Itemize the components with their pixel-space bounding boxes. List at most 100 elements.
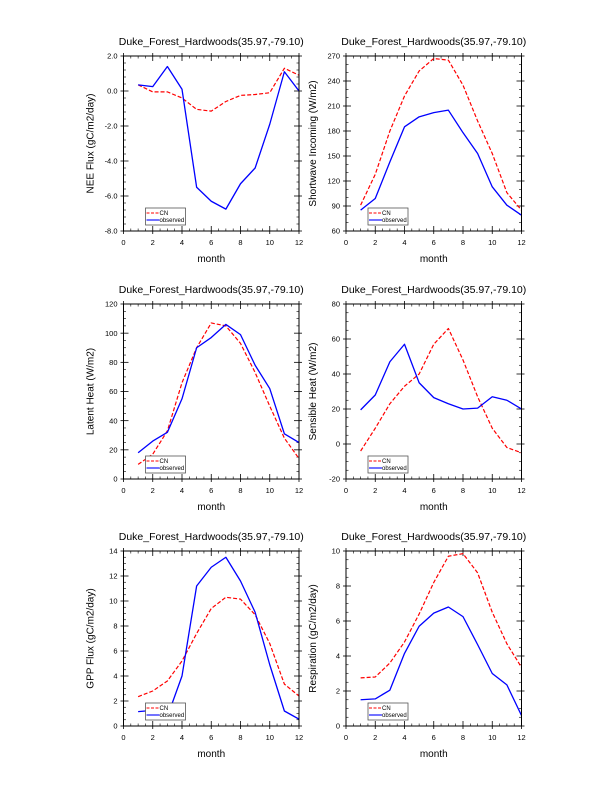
y-tick-label: 60 — [332, 335, 340, 344]
x-tick-label: 0 — [344, 238, 348, 247]
y-tick-label: 14 — [109, 547, 117, 556]
legend-label: observed — [382, 218, 407, 224]
y-tick-label: 80 — [332, 300, 340, 309]
chart-title: Duke_Forest_Hardwoods(35.97,-79.10) — [119, 36, 304, 48]
chart-title: Duke_Forest_Hardwoods(35.97,-79.10) — [119, 531, 304, 543]
x-tick-label: 6 — [209, 733, 213, 742]
legend-box — [145, 207, 186, 226]
series-line-cn — [360, 57, 522, 211]
x-tick-label: 0 — [121, 486, 125, 495]
x-axis-label: month — [197, 502, 225, 513]
series-line-observed — [138, 556, 299, 720]
y-tick-label: 40 — [332, 370, 340, 379]
y-tick-label: 60 — [332, 227, 340, 236]
y-axis-label: Sensible Heat (W/m2) — [308, 343, 319, 441]
x-tick-label: 8 — [238, 733, 242, 742]
x-tick-label: 2 — [151, 238, 155, 247]
y-tick-label: 0 — [113, 722, 117, 731]
y-tick-label: -20 — [329, 475, 340, 484]
legend-label: CN — [160, 706, 169, 712]
x-tick-label: 12 — [517, 486, 525, 495]
chart-title: Duke_Forest_Hardwoods(35.97,-79.10) — [341, 36, 526, 48]
y-tick-label: 90 — [332, 202, 340, 211]
y-tick-label: 60 — [109, 387, 117, 396]
y-axis-label: Latent Heat (W/m2) — [86, 348, 97, 435]
panel-5: Duke_Forest_Hardwoods(35.97,-79.10) 0 2 4 6 8… — [86, 531, 304, 760]
x-tick-label: 4 — [180, 238, 184, 247]
x-tick-label: 2 — [151, 733, 155, 742]
plot-frame — [345, 550, 522, 727]
x-tick-label: 10 — [266, 486, 274, 495]
y-tick-label: 150 — [327, 152, 340, 161]
y-tick-label: 120 — [105, 300, 118, 309]
y-tick-label: 180 — [327, 127, 340, 136]
x-tick-label: 4 — [402, 733, 406, 742]
legend-box — [367, 207, 409, 226]
y-tick-label: 6 — [113, 647, 117, 656]
x-tick-label: 6 — [209, 238, 213, 247]
y-tick-label: 80 — [109, 358, 117, 367]
panel-2: Duke_Forest_Hardwoods(35.97,-79.10) 0 2 4 6 8… — [308, 36, 526, 265]
x-tick-label: 6 — [432, 733, 436, 742]
chart-title: Duke_Forest_Hardwoods(35.97,-79.10) — [341, 531, 526, 543]
chart-title: Duke_Forest_Hardwoods(35.97,-79.10) — [341, 284, 526, 296]
x-tick-label: 4 — [180, 733, 184, 742]
panel-6: Duke_Forest_Hardwoods(35.97,-79.10) 0 2 4 6 8… — [308, 531, 526, 760]
x-tick-label: 6 — [209, 486, 213, 495]
y-tick-label: 270 — [327, 52, 340, 61]
x-tick-label: 4 — [402, 238, 406, 247]
y-tick-label: -4.0 — [105, 157, 118, 166]
y-tick-label: 20 — [109, 446, 117, 455]
y-axis-label: NEE Flux (gC/m2/day) — [86, 93, 97, 193]
panel-1: Duke_Forest_Hardwoods(35.97,-79.10) 0 2 4 6 8… — [86, 36, 304, 265]
x-tick-label: 10 — [488, 733, 496, 742]
x-axis-label: month — [420, 502, 448, 513]
legend-label: CN — [160, 459, 169, 465]
y-tick-label: -6.0 — [105, 192, 118, 201]
legend-box — [145, 455, 186, 474]
legend-label: CN — [382, 459, 391, 465]
x-tick-label: 10 — [266, 238, 274, 247]
y-tick-label: 20 — [332, 405, 340, 414]
y-tick-label: 0 — [113, 475, 117, 484]
x-tick-label: 8 — [461, 238, 465, 247]
plot-frame — [123, 550, 300, 727]
series-line-observed — [137, 323, 299, 454]
x-tick-label: 8 — [461, 486, 465, 495]
y-tick-label: -8.0 — [105, 227, 118, 236]
x-axis-label: month — [197, 254, 225, 265]
legend-label: CN — [382, 211, 391, 217]
y-tick-label: 4 — [113, 672, 117, 681]
x-tick-label: 2 — [373, 733, 377, 742]
legend-label: CN — [382, 706, 391, 712]
y-tick-label: -2.0 — [105, 122, 118, 131]
y-tick-label: 40 — [109, 416, 117, 425]
legend-label: observed — [160, 713, 185, 719]
y-tick-label: 2.0 — [107, 52, 117, 61]
y-tick-label: 0 — [336, 440, 340, 449]
x-tick-label: 2 — [151, 486, 155, 495]
series-line-cn — [360, 553, 522, 679]
plot-frame — [123, 55, 300, 232]
legend-label: observed — [160, 218, 185, 224]
y-axis-label: Shortwave Incoming (W/m2) — [308, 80, 319, 206]
series-line-cn — [137, 67, 299, 112]
y-tick-label: 2 — [113, 697, 117, 706]
x-tick-label: 0 — [121, 238, 125, 247]
y-tick-label: 12 — [109, 572, 117, 581]
plot-frame — [123, 303, 300, 480]
x-tick-label: 6 — [432, 486, 436, 495]
y-tick-label: 2 — [336, 687, 340, 696]
panel-3: Duke_Forest_Hardwoods(35.97,-79.10) 0 2 4 6 8… — [86, 284, 304, 513]
x-tick-label: 0 — [344, 733, 348, 742]
series-line-observed — [360, 606, 522, 716]
x-tick-label: 6 — [432, 238, 436, 247]
x-tick-label: 10 — [488, 238, 496, 247]
series-line-observed — [138, 65, 299, 210]
y-tick-label: 10 — [109, 597, 117, 606]
y-tick-label: 10 — [332, 547, 340, 556]
